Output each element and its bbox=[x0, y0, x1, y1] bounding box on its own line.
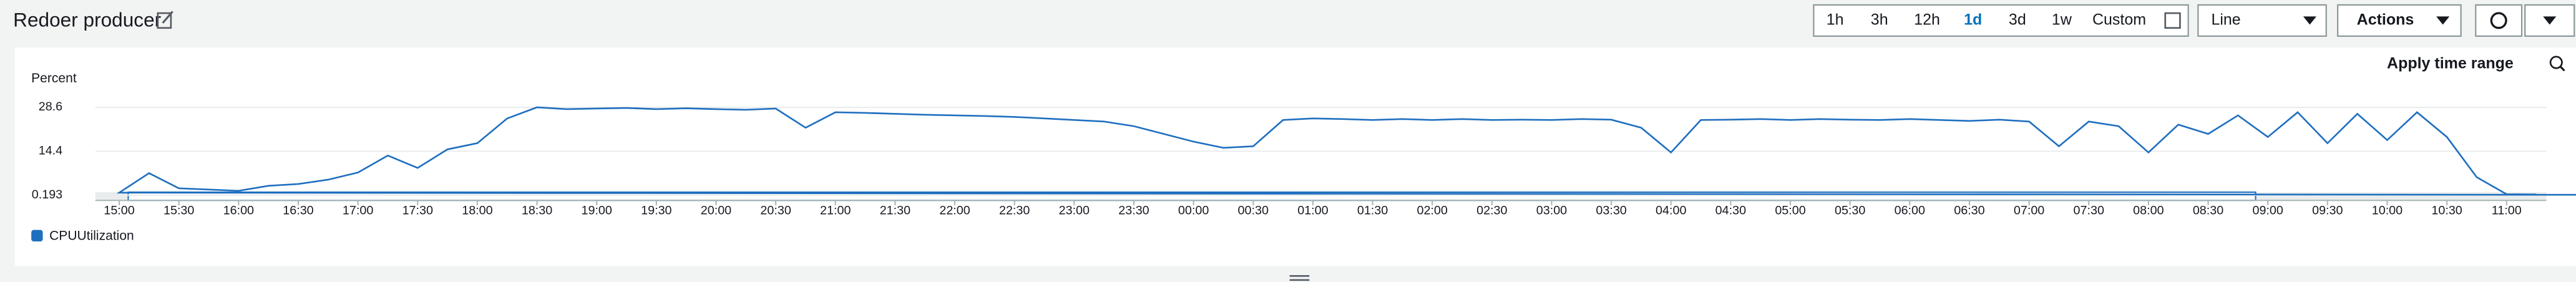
x-tick-label: 17:30 bbox=[402, 203, 433, 217]
x-tick-label: 15:00 bbox=[104, 203, 134, 217]
x-tick-label: 07:00 bbox=[2014, 203, 2044, 217]
x-tick-label: 09:30 bbox=[2312, 203, 2343, 217]
x-tick-label: 10:30 bbox=[2431, 203, 2462, 217]
x-tick-label: 21:30 bbox=[880, 203, 910, 217]
widget-title: Redoer producer bbox=[13, 9, 161, 31]
range-button[interactable]: Custom bbox=[2092, 11, 2146, 29]
x-tick-label: 08:30 bbox=[2193, 203, 2223, 217]
range-button[interactable]: 1h bbox=[1827, 11, 1844, 29]
x-tick-label: 10:00 bbox=[2372, 203, 2403, 217]
x-tick-label: 08:00 bbox=[2133, 203, 2164, 217]
caret bbox=[2436, 16, 2450, 25]
x-tick-label: 09:00 bbox=[2252, 203, 2283, 217]
view-label: Line bbox=[2211, 11, 2240, 29]
x-tick-label: 20:30 bbox=[760, 203, 791, 217]
x-tick-label: 04:30 bbox=[1715, 203, 1746, 217]
range-button[interactable]: 3d bbox=[2009, 11, 2026, 29]
caret bbox=[2303, 16, 2316, 25]
x-tick-label: 03:00 bbox=[1536, 203, 1567, 217]
legend-label: CPUUtilization bbox=[49, 229, 134, 243]
refresh-icon bbox=[2490, 12, 2507, 29]
x-tick-label: 00:00 bbox=[1178, 203, 1209, 217]
chart-panel bbox=[14, 47, 2576, 266]
x-tick-label: 02:30 bbox=[1476, 203, 1507, 217]
actions-label: Actions bbox=[2357, 11, 2414, 29]
range-group bbox=[1813, 4, 2189, 37]
x-tick-label: 20:00 bbox=[701, 203, 731, 217]
range-button[interactable]: 1w bbox=[2052, 11, 2072, 29]
y-axis-label: Percent bbox=[31, 71, 77, 85]
x-tick-label: 01:00 bbox=[1297, 203, 1328, 217]
x-tick-label: 19:30 bbox=[641, 203, 671, 217]
x-tick-label: 15:30 bbox=[163, 203, 194, 217]
x-tick-label: 05:00 bbox=[1775, 203, 1805, 217]
x-tick-label: 22:00 bbox=[939, 203, 970, 217]
series-line bbox=[116, 106, 2576, 196]
x-tick-label: 17:00 bbox=[343, 203, 373, 217]
apply-time-range[interactable]: Apply time range bbox=[2387, 54, 2514, 72]
resize-handle[interactable] bbox=[1289, 275, 1310, 281]
x-tick-label: 06:00 bbox=[1895, 203, 1925, 217]
legend-swatch bbox=[31, 230, 43, 241]
x-tick-label: 16:30 bbox=[283, 203, 313, 217]
x-tick-label: 18:30 bbox=[522, 203, 552, 217]
x-tick-label: 16:00 bbox=[223, 203, 254, 217]
range-button[interactable]: 3h bbox=[1871, 11, 1888, 29]
refresh-button[interactable] bbox=[2475, 4, 2523, 37]
x-tick-label: 21:00 bbox=[820, 203, 851, 217]
x-tick-label: 01:30 bbox=[1357, 203, 1388, 217]
view-select[interactable] bbox=[2197, 4, 2327, 37]
x-tick-label: 06:30 bbox=[1954, 203, 1984, 217]
x-tick-label: 22:30 bbox=[999, 203, 1030, 217]
x-tick-label: 23:30 bbox=[1118, 203, 1149, 217]
y-tick-label: 0.193 bbox=[32, 188, 62, 202]
range-button[interactable]: 1d bbox=[1964, 11, 1982, 29]
edit-icon[interactable] bbox=[157, 11, 173, 29]
x-tick-label: 07:30 bbox=[2074, 203, 2104, 217]
calendar-icon bbox=[2164, 12, 2181, 29]
x-tick-label: 00:30 bbox=[1238, 203, 1269, 217]
caret bbox=[2543, 16, 2557, 25]
x-tick-label: 03:30 bbox=[1596, 203, 1626, 217]
x-tick-label: 04:00 bbox=[1656, 203, 1686, 217]
y-tick-label: 28.6 bbox=[39, 100, 62, 114]
x-tick-label: 05:30 bbox=[1835, 203, 1865, 217]
x-tick-label: 23:00 bbox=[1059, 203, 1090, 217]
x-tick-label: 19:00 bbox=[582, 203, 612, 217]
y-tick-label: 14.4 bbox=[39, 144, 62, 158]
x-tick-label: 02:00 bbox=[1417, 203, 1447, 217]
x-tick-label: 18:00 bbox=[462, 203, 492, 217]
zoom-icon[interactable] bbox=[2549, 56, 2565, 72]
range-button[interactable]: 12h bbox=[1914, 11, 1940, 29]
x-tick-label: 11:00 bbox=[2492, 203, 2522, 217]
